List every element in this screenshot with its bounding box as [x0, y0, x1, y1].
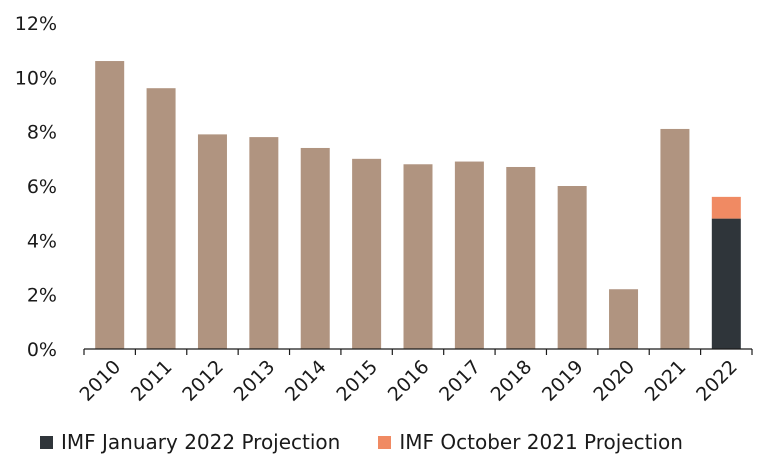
bar-2018-series-0	[506, 166, 536, 349]
y-tick-label: 6%	[27, 176, 57, 198]
y-tick-label: 10%	[15, 67, 57, 89]
x-tick-label: 2011	[127, 356, 177, 406]
x-tick-label: 2017	[435, 356, 485, 406]
bar-2021-series-0	[660, 128, 690, 349]
x-tick-label: 2012	[178, 356, 228, 406]
x-tick-label: 2018	[487, 356, 537, 406]
x-axis-ticks	[83, 349, 753, 355]
bar-2011-series-0	[146, 88, 176, 349]
y-tick-label: 2%	[27, 285, 57, 307]
x-tick-label: 2021	[641, 356, 691, 406]
bar-2013-series-0	[249, 137, 279, 349]
x-tick-label: 2016	[384, 356, 434, 406]
bar-2015-series-0	[352, 158, 382, 349]
y-tick-label: 8%	[27, 122, 57, 144]
legend-label-jan-2022: IMF January 2022 Projection	[61, 430, 341, 454]
y-axis-ticks: 0% 2% 4% 6% 8% 10% 12%	[15, 13, 57, 361]
bar-2022-series-1	[711, 218, 741, 349]
bar-2014-series-0	[300, 147, 330, 349]
x-tick-label: 2015	[332, 356, 382, 406]
legend-swatch-oct-2021	[378, 435, 392, 449]
bar-2020-series-0	[609, 289, 639, 349]
legend: IMF January 2022 Projection IMF October …	[40, 428, 721, 456]
bar-2019-series-0	[557, 186, 587, 349]
y-tick-label: 4%	[27, 230, 57, 252]
x-tick-label: 2020	[589, 356, 639, 406]
x-tick-label: 2013	[230, 356, 280, 406]
bar-2022-series-2	[711, 196, 741, 219]
bar-2016-series-0	[403, 164, 433, 349]
bar-2012-series-0	[197, 134, 227, 349]
x-axis-labels: 2010 2011 2012 2013 2014 2015 2016 2017 2018 2019…	[75, 356, 741, 406]
x-tick-label: 2010	[75, 356, 125, 406]
x-tick-label: 2022	[692, 356, 742, 406]
bar-2017-series-0	[454, 161, 484, 349]
legend-item-oct-2021: IMF October 2021 Projection	[378, 430, 683, 454]
y-tick-label: 12%	[15, 13, 57, 35]
legend-label-oct-2021: IMF October 2021 Projection	[399, 430, 683, 454]
x-tick-label: 2014	[281, 356, 331, 406]
legend-item-jan-2022: IMF January 2022 Projection	[40, 430, 340, 454]
y-tick-label: 0%	[27, 339, 57, 361]
legend-swatch-jan-2022	[40, 435, 53, 449]
bar-2010-series-0	[95, 61, 125, 350]
bars	[95, 61, 741, 350]
x-tick-label: 2019	[538, 356, 588, 406]
